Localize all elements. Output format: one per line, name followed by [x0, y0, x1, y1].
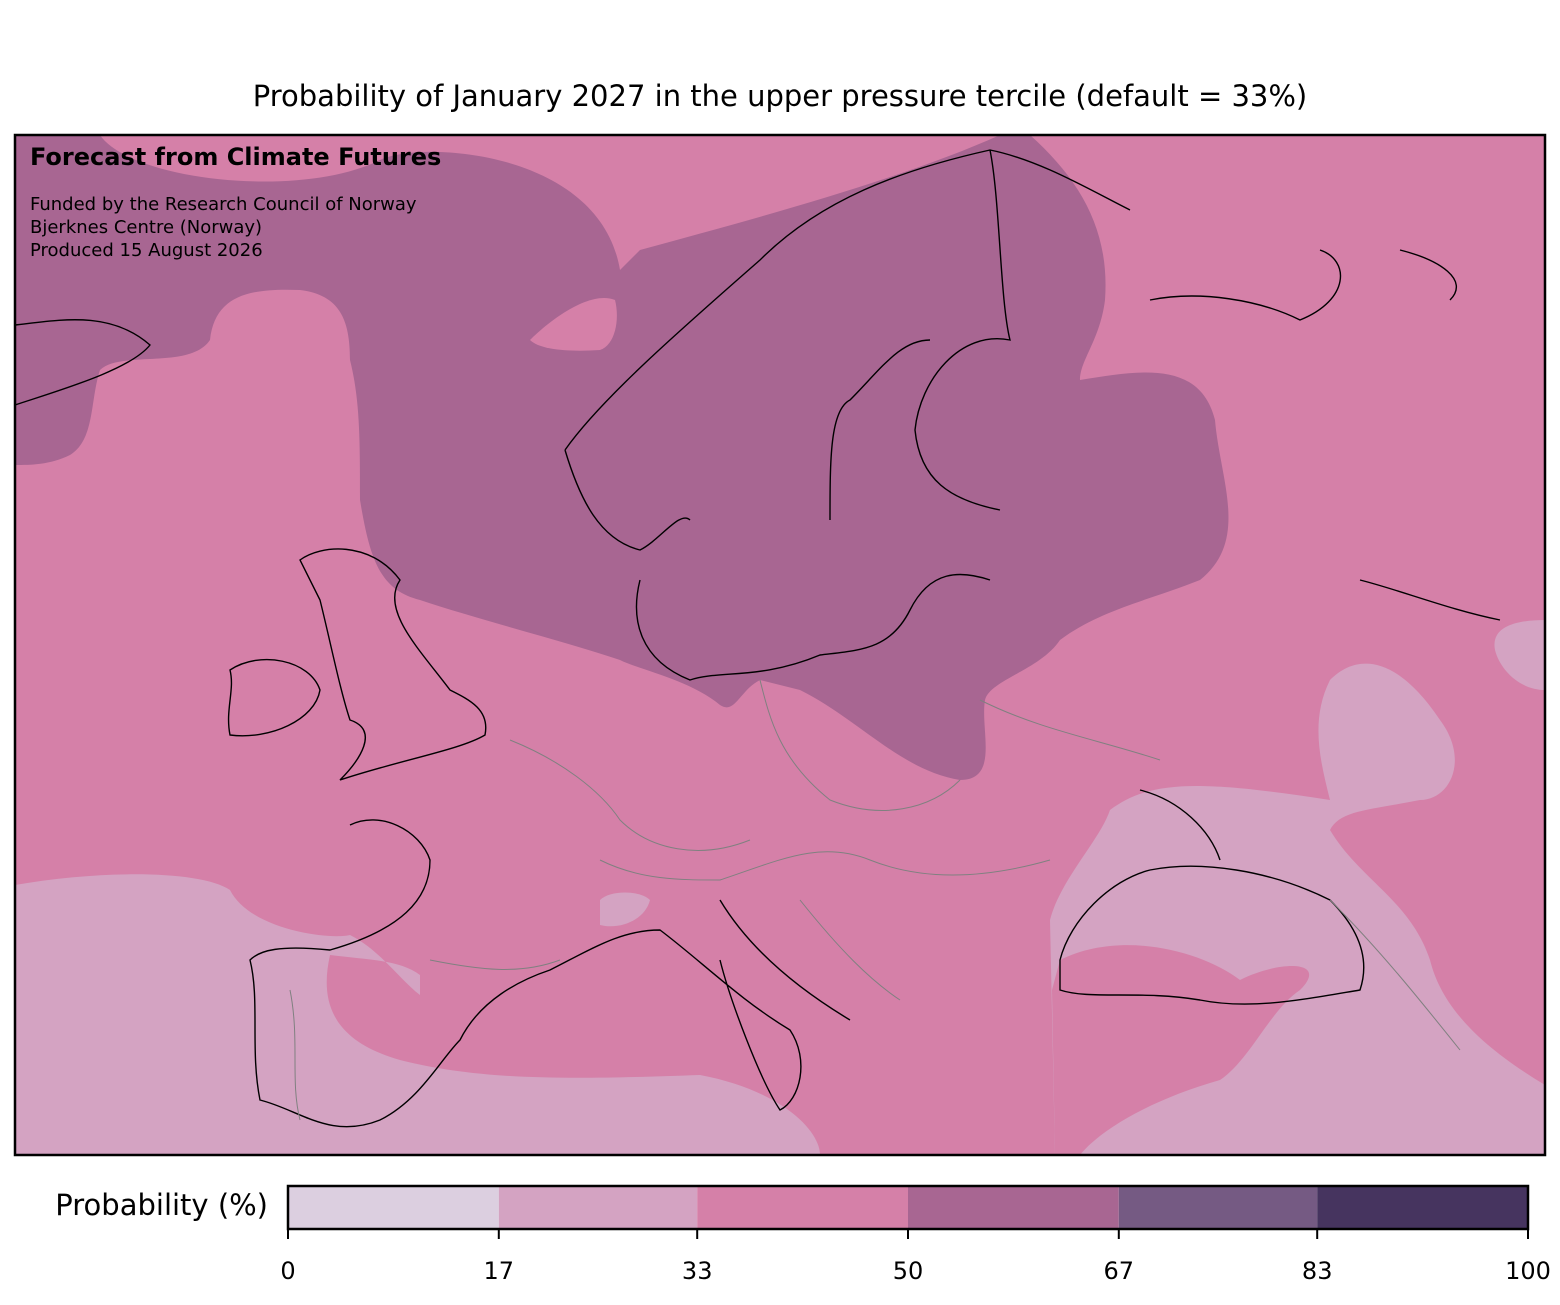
annotation-line: Funded by the Research Council of Norway	[30, 194, 417, 215]
colorbar-segment	[908, 1186, 1119, 1229]
coastline	[564, 149, 1131, 681]
probability-region	[530, 298, 617, 351]
probability-region	[15, 874, 820, 1155]
probability-region	[600, 892, 650, 927]
coastline	[15, 249, 1501, 861]
colorbar-label: Probability (%)	[55, 1188, 268, 1222]
probability-region	[15, 135, 1229, 780]
annotation-heading: Forecast from Climate Futures	[30, 143, 441, 171]
map	[15, 135, 1545, 1155]
colorbar-segment	[697, 1186, 908, 1229]
tick-label: 33	[682, 1257, 713, 1285]
tick-label: 50	[893, 1257, 924, 1285]
coastline	[227, 548, 487, 781]
colorbar: 0 17 33 50 67 83 100	[280, 1184, 1551, 1285]
annotation-line: Produced 15 August 2026	[30, 240, 263, 261]
tick-label: 0	[280, 1257, 295, 1285]
colorbar-segment	[1118, 1186, 1318, 1229]
tick-label: 17	[484, 1257, 515, 1285]
tick-label: 100	[1505, 1257, 1551, 1285]
probability-region	[1052, 945, 1310, 1155]
colorbar-segment	[288, 1186, 499, 1229]
map-title: Probability of January 2027 in the upper…	[253, 79, 1307, 113]
tick-label: 83	[1302, 1257, 1333, 1285]
annotation-line: Bjerknes Centre (Norway)	[30, 217, 262, 238]
colorbar-segment	[1317, 1186, 1528, 1229]
country-border	[289, 679, 1461, 1121]
tick-label: 67	[1104, 1257, 1135, 1285]
colorbar-segment	[498, 1186, 698, 1229]
coastline	[249, 819, 1365, 1128]
probability-region	[1494, 620, 1545, 690]
map-frame	[13, 133, 1547, 1157]
